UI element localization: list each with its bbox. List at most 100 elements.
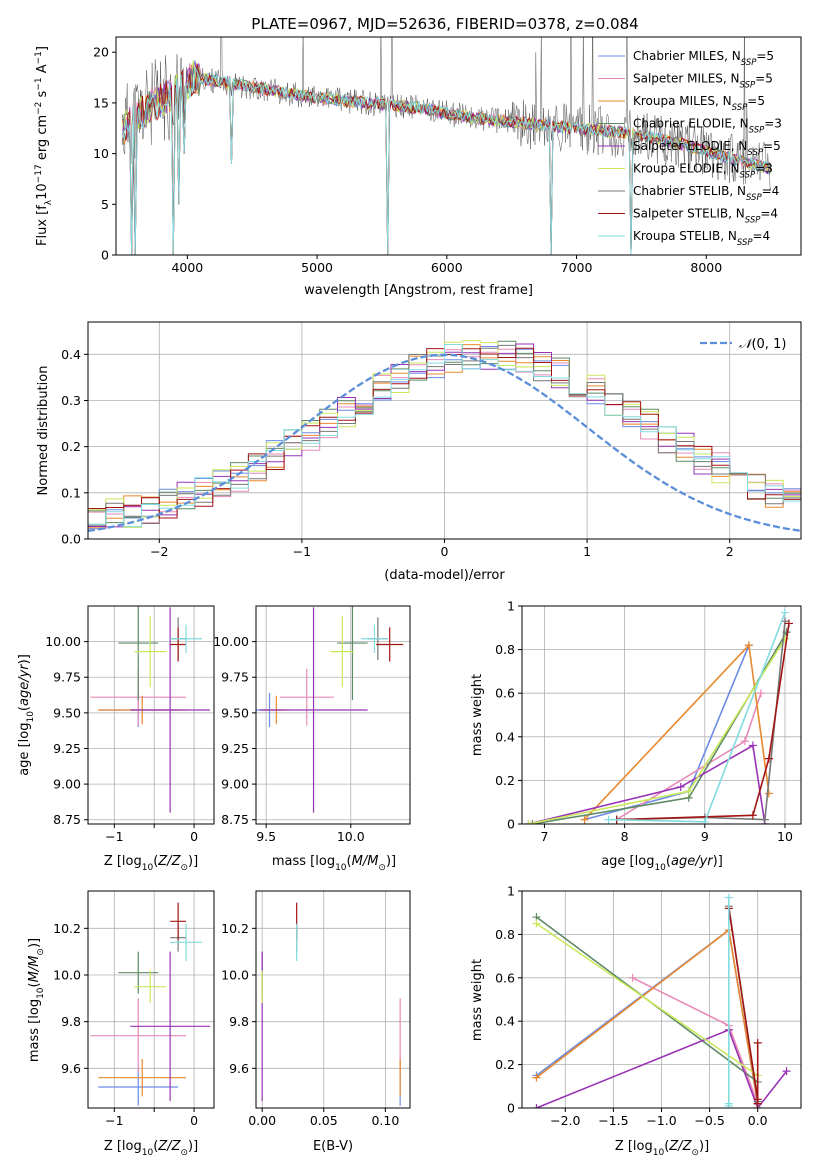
model-spectrum-kroupa-elodie [122, 60, 772, 255]
x-axis-label: E(B-V) [313, 1139, 353, 1154]
x-tick-label: 10.0 [337, 829, 365, 844]
weight-marker [748, 741, 757, 750]
weight-polyline [535, 922, 759, 1108]
model-spectrum-chabrier-elodie [122, 63, 772, 255]
weight-marker [724, 1099, 733, 1108]
x-tick-label: 0.0 [748, 1113, 768, 1128]
weight-marker [784, 619, 793, 628]
plot-area [256, 606, 404, 813]
weight-marker [760, 815, 769, 824]
y-axis-label: Normed distribution [36, 366, 51, 496]
x-tick-label: −2 [150, 544, 168, 559]
x-axis-label: mass [log10(M/M⊙)] [272, 854, 396, 873]
weight-polyline [728, 908, 759, 1104]
plot-area [261, 902, 401, 1106]
axes-frame [87, 605, 215, 825]
y-tick-label: 0.2 [495, 1057, 515, 1072]
weight-polyline [632, 977, 759, 1104]
y-tick-label: 0.6 [495, 686, 515, 701]
x-tick-label: −1 [105, 829, 123, 844]
x-tick-label: −0.5 [694, 1113, 724, 1128]
weight-line-chabrier-elodie [532, 913, 762, 1108]
weight-marker [756, 689, 765, 698]
weight-marker [528, 820, 537, 824]
y-tick-label: 1 [507, 884, 515, 899]
panel-mass_vs_Z: −1 0 9.6 9.8 10.0 10.2 Z [log10(Z/Z⊙)] mass [lo… [27, 890, 215, 1158]
y-axis-label: mass weight [470, 674, 485, 756]
axes-frame [115, 36, 802, 256]
panel-residuals: −2 −1 0 1 2 0.0 0.1 0.2 0.3 0.4 𝒩(0, 1) (data-model… [36, 321, 802, 583]
weight-marker [724, 893, 733, 902]
x-axis-label: Z [log10(Z/Z⊙)] [104, 1139, 198, 1158]
y-tick-label: 10.2 [53, 921, 81, 936]
panel-weight_vs_age: 7 8 9 10 0 0.2 0.4 0.6 0.8 1 age [log10(age/yr)] ma… [470, 599, 802, 873]
weight-marker [764, 754, 773, 763]
x-tick-label: −1 [105, 1113, 123, 1128]
weight-marker [780, 634, 789, 643]
error-cross-salpeter-miles [90, 998, 187, 1073]
error-cross-salpeter-miles [279, 668, 334, 726]
weight-marker [764, 789, 773, 798]
x-tick-label: 0.05 [310, 1113, 338, 1128]
x-axis-label: Z [log10(Z/Z⊙)] [615, 1139, 709, 1158]
x-tick-label: 9.5 [256, 829, 276, 844]
axes-frame [521, 605, 802, 825]
y-axis-label: age [log10(age/yr)] [17, 654, 36, 776]
y-tick-label: 9.6 [229, 1061, 249, 1076]
plot-area [524, 608, 793, 824]
y-tick-label: 9.6 [61, 1061, 81, 1076]
y-tick-label: 15 [93, 95, 109, 110]
y-tick-label: 9.8 [61, 1014, 81, 1029]
observed-spectrum [122, 37, 772, 192]
y-tick-label: 0.4 [495, 729, 515, 744]
axes-frame [87, 890, 215, 1109]
weight-marker [753, 1038, 762, 1047]
axes-frame [255, 890, 411, 1109]
model-spectrum-salpeter-stelib [122, 63, 772, 255]
error-cross-kroupa-elodie [134, 615, 167, 688]
x-tick-label: 5000 [301, 260, 333, 275]
error-cross-salpeter-elodie [259, 607, 368, 813]
legend-label: Salpeter STELIB, NSSP=4 [633, 207, 778, 226]
error-cross-kroupa-stelib [360, 624, 388, 654]
panel-age_vs_Z: −1 0 8.75 9.00 9.25 9.50 9.75 10.00 Z [log10(Z/Z… [17, 605, 215, 873]
y-tick-label: 10.00 [45, 634, 81, 649]
error-cross-chabrier-elodie [118, 606, 159, 701]
x-tick-label: 6000 [431, 260, 463, 275]
x-tick-label: 7 [540, 829, 548, 844]
x-tick-label: 0 [190, 829, 198, 844]
spectrum-legend: Chabrier MILES, NSSP=5 Salpeter MILES, NS… [598, 49, 782, 248]
y-tick-label: 10.00 [213, 634, 249, 649]
y-tick-label: 0.1 [61, 485, 81, 500]
y-tick-label: 10.2 [221, 921, 249, 936]
x-axis-label: (data-model)/error [384, 568, 505, 583]
plot-area [532, 893, 791, 1108]
error-cross-kroupa-elodie [330, 615, 355, 688]
y-tick-label: 20 [93, 45, 109, 60]
y-axis-label: mass [log10(M/M⊙)] [27, 938, 46, 1062]
weight-marker [532, 1073, 541, 1082]
axes-frame [255, 605, 411, 825]
error-cross-salpeter-stelib [170, 902, 187, 940]
error-cross-kroupa-miles [98, 1059, 187, 1097]
error-cross-salpeter-elodie [130, 607, 211, 813]
y-tick-label: 9.50 [221, 705, 249, 720]
y-tick-label: 9.00 [53, 777, 81, 792]
y-tick-label: 0.2 [61, 439, 81, 454]
weight-marker [532, 919, 541, 928]
x-tick-label: −1 [293, 544, 311, 559]
error-cross-kroupa-elodie [134, 970, 167, 1003]
y-tick-label: 0.4 [495, 1014, 515, 1029]
legend-label: Chabrier MILES, NSSP=5 [633, 49, 774, 68]
y-tick-label: 0.2 [495, 773, 515, 788]
weight-marker [744, 641, 753, 650]
legend-label: 𝒩(0, 1) [739, 337, 786, 352]
model-spectrum-salpeter-miles [122, 63, 772, 255]
y-tick-label: 0.8 [495, 642, 515, 657]
x-axis-label: age [log10(age/yr)] [601, 854, 723, 873]
weight-line-chabrier-stelib [612, 617, 789, 824]
weight-line-salpeter-stelib [724, 904, 762, 1108]
y-tick-label: 9.50 [53, 705, 81, 720]
x-tick-label: 7000 [561, 260, 593, 275]
